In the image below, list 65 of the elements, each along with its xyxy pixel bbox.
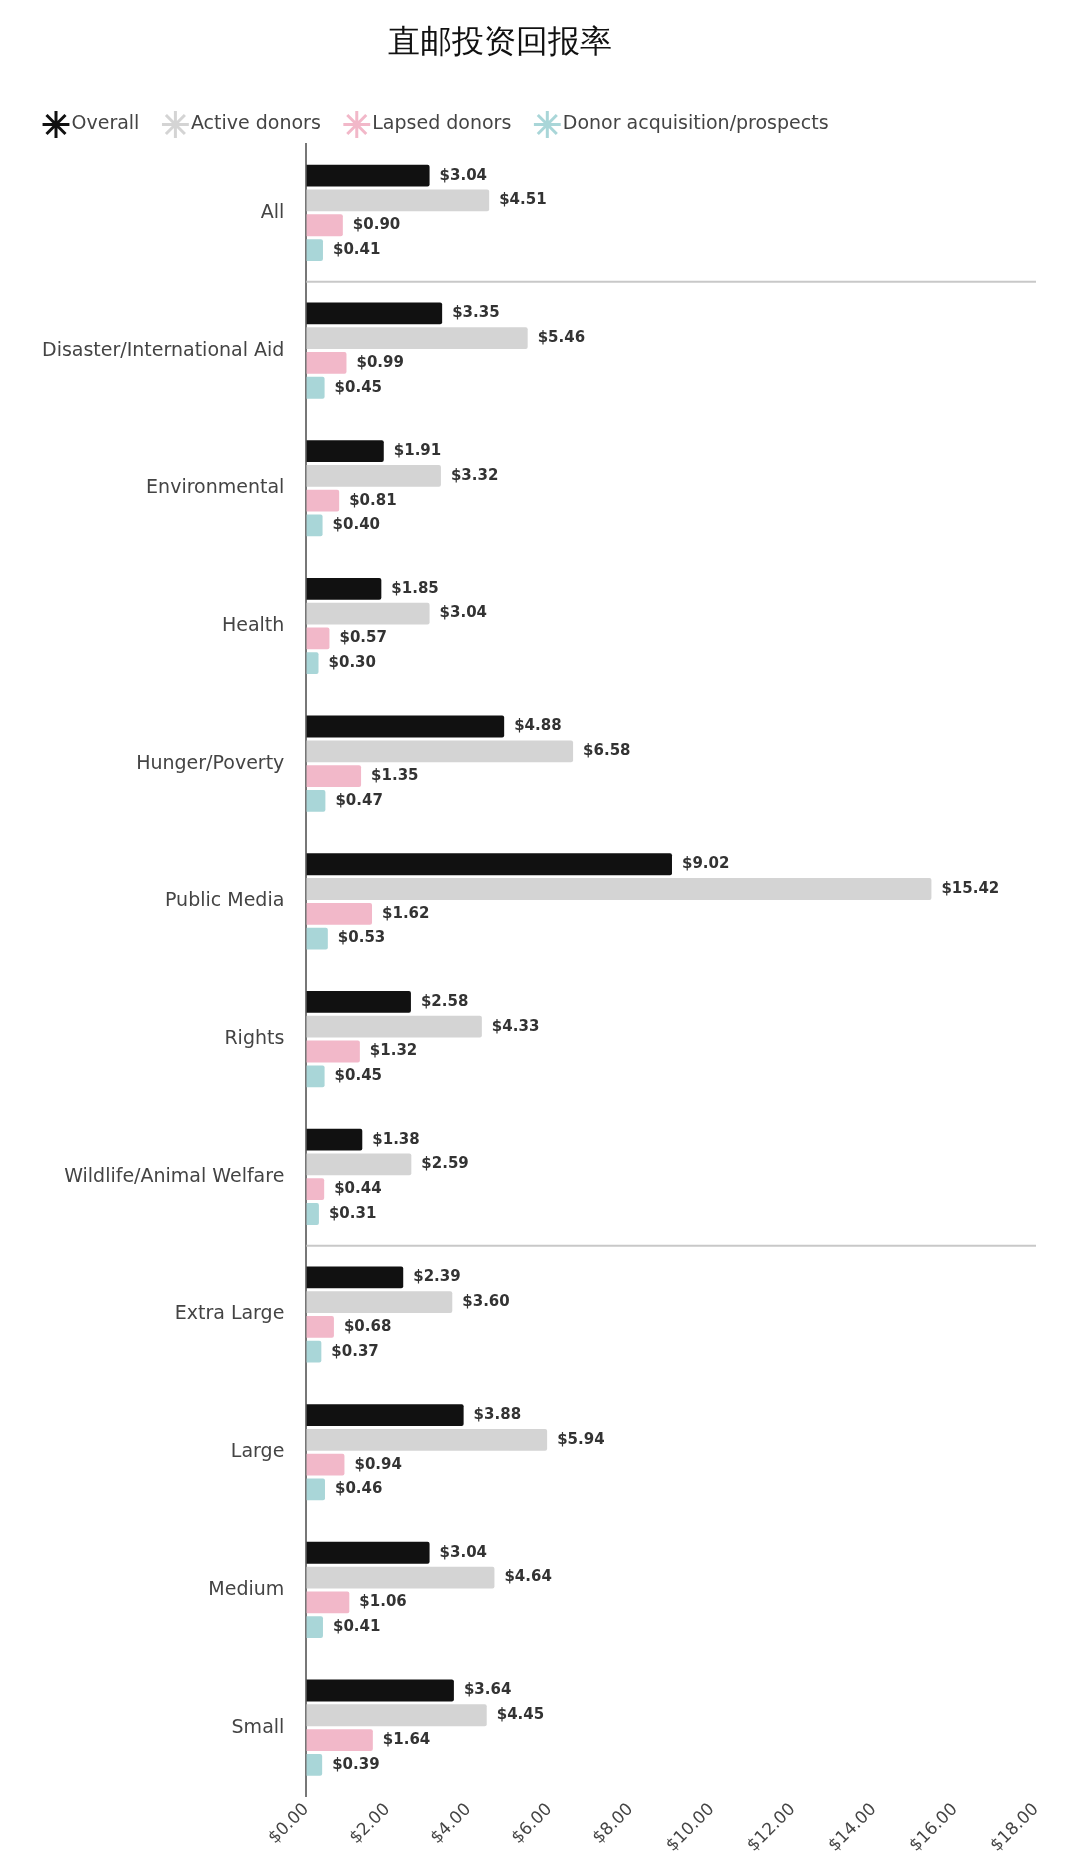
data-label: $3.04 bbox=[439, 1542, 488, 1561]
data-label: $1.64 bbox=[382, 1729, 431, 1748]
chart-title: 直邮投资回报率 bbox=[387, 21, 613, 62]
data-label: $0.45 bbox=[334, 1066, 383, 1085]
data-label: $3.64 bbox=[463, 1680, 512, 1699]
data-label: $0.44 bbox=[334, 1179, 382, 1198]
data-label: $0.39 bbox=[332, 1754, 380, 1773]
data-label: $0.46 bbox=[334, 1479, 383, 1498]
data-label: $5.46 bbox=[537, 328, 586, 347]
data-label: $2.59 bbox=[421, 1154, 469, 1173]
data-label: $0.40 bbox=[332, 515, 381, 534]
data-label: $1.62 bbox=[382, 903, 430, 922]
data-label: $3.04 bbox=[439, 165, 488, 184]
data-label: $0.41 bbox=[332, 239, 381, 258]
data-label: $15.42 bbox=[941, 878, 1000, 897]
y-tick-label: Rights bbox=[224, 1026, 285, 1049]
data-label: $1.38 bbox=[372, 1129, 420, 1148]
y-tick-label: Health bbox=[221, 612, 285, 635]
legend-label: Overall bbox=[71, 111, 140, 134]
data-label: $3.60 bbox=[462, 1292, 510, 1311]
data-label: $1.91 bbox=[393, 440, 442, 459]
data-label: $0.81 bbox=[349, 490, 397, 509]
data-label: $9.02 bbox=[681, 854, 730, 873]
data-label: $2.39 bbox=[413, 1267, 461, 1286]
data-label: $1.85 bbox=[391, 578, 439, 597]
y-tick-label: Disaster/International Aid bbox=[42, 337, 285, 360]
data-label: $0.47 bbox=[335, 790, 383, 809]
data-label: $1.35 bbox=[371, 765, 419, 784]
data-label: $0.90 bbox=[352, 215, 401, 234]
y-tick-label: Wildlife/Animal Welfare bbox=[64, 1163, 285, 1186]
y-tick-label: Large bbox=[230, 1439, 285, 1462]
legend-label: Donor acquisition/prospects bbox=[562, 111, 829, 134]
data-label: $5.94 bbox=[557, 1429, 605, 1448]
data-label: $3.88 bbox=[473, 1404, 522, 1423]
data-label: $3.04 bbox=[439, 603, 488, 622]
data-label: $0.30 bbox=[328, 653, 376, 672]
y-tick-label: Extra Large bbox=[174, 1301, 285, 1324]
y-tick-label: Small bbox=[231, 1714, 285, 1737]
data-label: $4.45 bbox=[496, 1705, 545, 1724]
y-tick-label: Medium bbox=[208, 1576, 285, 1599]
data-label: $4.88 bbox=[514, 716, 562, 735]
data-label: $4.33 bbox=[491, 1016, 540, 1035]
data-label: $0.41 bbox=[332, 1617, 381, 1636]
y-tick-label: Public Media bbox=[165, 888, 285, 911]
data-label: $4.64 bbox=[504, 1567, 552, 1586]
data-label: $0.94 bbox=[354, 1454, 402, 1473]
data-label: $4.51 bbox=[499, 190, 547, 209]
data-label: $6.58 bbox=[583, 741, 631, 760]
data-label: $1.06 bbox=[359, 1592, 407, 1611]
data-label: $2.58 bbox=[420, 991, 469, 1010]
y-tick-label: Hunger/Poverty bbox=[136, 750, 285, 773]
data-label: $0.57 bbox=[339, 628, 387, 647]
data-label: $0.99 bbox=[356, 352, 404, 371]
legend-label: Lapsed donors bbox=[372, 111, 512, 134]
data-label: $0.31 bbox=[328, 1203, 377, 1222]
y-tick-label: Environmental bbox=[146, 475, 285, 498]
data-label: $0.68 bbox=[343, 1316, 392, 1335]
data-label: $0.53 bbox=[337, 928, 386, 947]
data-label: $0.45 bbox=[334, 377, 383, 396]
data-label: $3.35 bbox=[452, 303, 500, 322]
data-label: $3.32 bbox=[450, 465, 499, 484]
legend-label: Active donors bbox=[190, 111, 321, 134]
y-tick-label: All bbox=[260, 199, 285, 222]
data-label: $0.37 bbox=[331, 1341, 379, 1360]
data-label: $1.32 bbox=[369, 1041, 418, 1060]
